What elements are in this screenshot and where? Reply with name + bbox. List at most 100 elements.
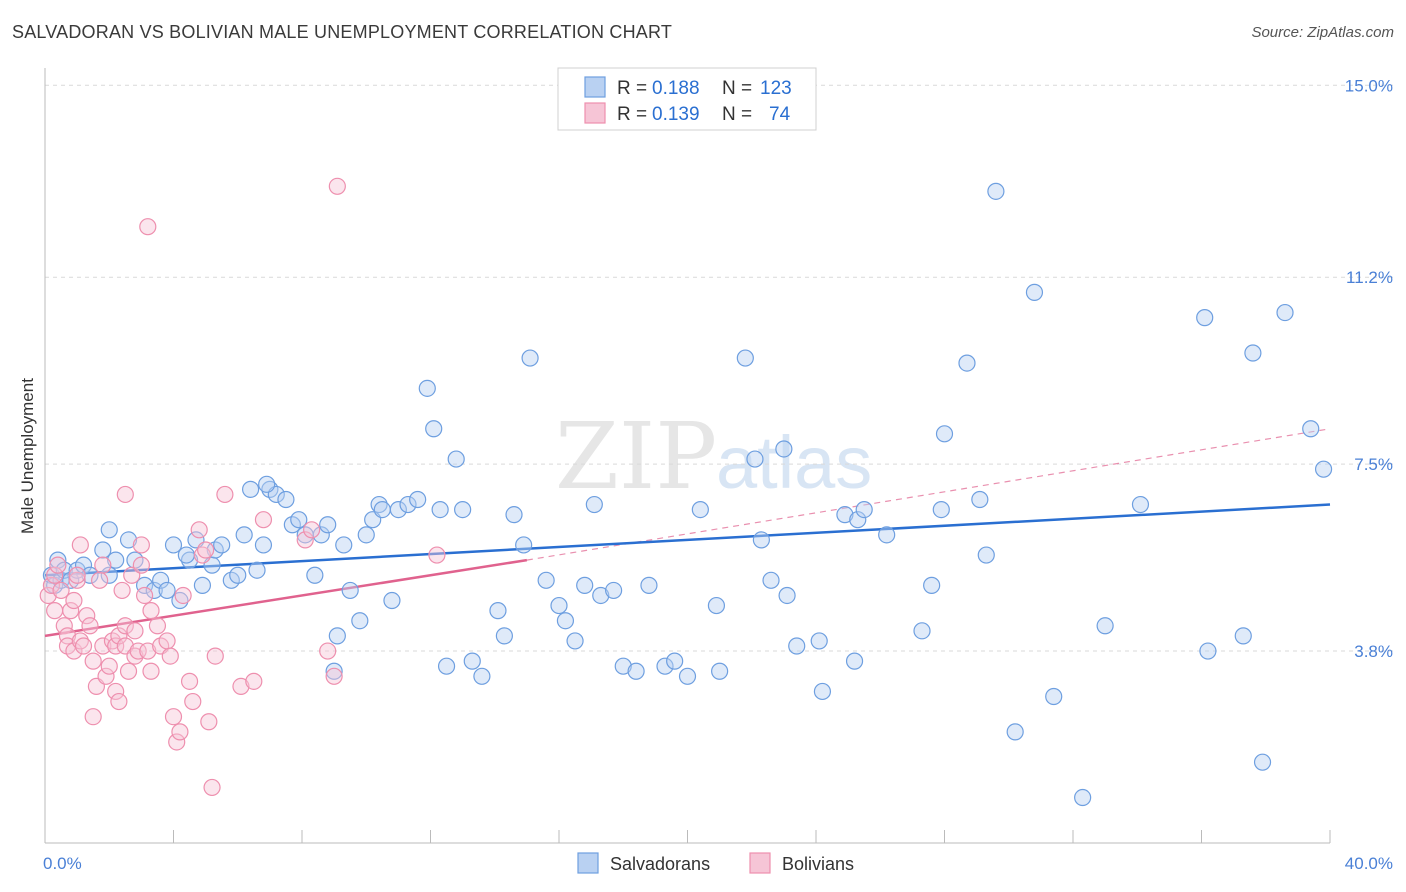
- bolivian-point: [158, 632, 176, 650]
- salvadoran-point: [235, 526, 253, 544]
- salvadoran-point: [775, 440, 793, 458]
- salvadoran-point: [1131, 495, 1150, 514]
- salvadoran-point: [81, 566, 99, 584]
- bolivian-point: [161, 647, 179, 665]
- bolivian-point: [116, 485, 134, 504]
- salvadoran-point: [935, 425, 954, 443]
- salvadoran-point: [515, 536, 533, 554]
- watermark: ZIP atlas: [555, 403, 872, 510]
- bottom-legend-salvadorans: Salvadorans: [610, 854, 710, 874]
- salvadoran-point: [425, 420, 443, 438]
- salvadoran-point: [135, 576, 154, 594]
- bolivian-point: [184, 692, 202, 711]
- salvadoran-point: [813, 682, 832, 701]
- salvadoran-point: [1025, 283, 1044, 301]
- salvadoran-point: [666, 652, 684, 670]
- bolivian-point: [68, 566, 86, 584]
- legend-r-value-bolivians: 0.139: [652, 104, 700, 125]
- salvadoran-point: [107, 551, 125, 569]
- bolivian-point: [328, 177, 346, 195]
- salvadoran-point: [290, 511, 308, 529]
- bolivian-point: [94, 637, 112, 655]
- salvadoran-point: [576, 576, 594, 594]
- salvadorans-points: [42, 182, 1333, 807]
- bolivian-point: [142, 602, 160, 620]
- bolivian-point: [113, 581, 131, 600]
- bolivian-point: [203, 778, 221, 797]
- salvadoran-point: [691, 500, 709, 519]
- bolivian-point: [107, 682, 125, 701]
- y-tick-label: 15.0%: [1345, 76, 1393, 95]
- salvadoran-point: [1096, 617, 1114, 635]
- bolivian-point: [39, 586, 57, 605]
- salvadoran-point: [463, 652, 481, 670]
- salvadoran-point: [1244, 344, 1262, 362]
- bolivian-point: [325, 667, 343, 685]
- salvadoran-point: [1302, 420, 1320, 438]
- bolivian-point: [52, 581, 70, 600]
- salvadoran-point: [473, 667, 491, 685]
- salvadoran-point: [836, 506, 854, 524]
- salvadoran-point: [383, 591, 401, 610]
- salvadoran-point: [987, 182, 1005, 200]
- salvadoran-point: [213, 536, 231, 554]
- salvadoran-point: [94, 541, 112, 559]
- legend-r-value-salvadorans: 0.188: [652, 78, 700, 99]
- salvadoran-point: [656, 657, 674, 675]
- chart-title: SALVADORAN VS BOLIVIAN MALE UNEMPLOYMENT…: [12, 22, 673, 42]
- salvadoran-point: [351, 612, 369, 630]
- bolivian-point: [71, 536, 89, 554]
- salvadoran-point: [736, 349, 754, 367]
- bolivian-point: [193, 546, 212, 564]
- bolivian-point: [78, 607, 96, 625]
- bolivian-point: [135, 586, 154, 605]
- salvadoran-point: [1045, 687, 1063, 706]
- bolivian-point: [164, 708, 183, 726]
- bolivian-point: [42, 576, 61, 594]
- salvadoran-point: [923, 576, 941, 594]
- salvadoran-point: [845, 652, 864, 670]
- salvadoran-point: [627, 662, 645, 680]
- bolivian-point: [119, 662, 138, 680]
- salvadoran-point: [370, 495, 388, 514]
- bolivians-trend-line: [44, 558, 528, 638]
- salvadoran-point: [707, 596, 726, 615]
- salvadoran-point: [752, 531, 770, 549]
- bolivian-point: [68, 571, 86, 589]
- bolivian-point: [168, 733, 186, 751]
- salvadoran-point: [855, 500, 873, 519]
- bolivian-point: [197, 541, 215, 559]
- bolivian-point: [46, 566, 64, 584]
- bolivian-point: [200, 713, 218, 731]
- salvadoran-point: [177, 546, 195, 564]
- grid-lines: [45, 84, 1395, 652]
- bolivian-point: [62, 602, 80, 620]
- salvadoran-point: [193, 576, 212, 594]
- salvadoran-point: [389, 500, 407, 519]
- bolivian-point: [46, 602, 64, 620]
- bolivian-point: [129, 642, 147, 660]
- salvadoran-point: [778, 586, 796, 605]
- salvadoran-point: [152, 571, 170, 589]
- salvadoran-point: [958, 354, 976, 372]
- salvadoran-point: [145, 581, 163, 600]
- salvadoran-point: [328, 627, 346, 645]
- salvadoran-point: [325, 662, 343, 680]
- watermark-zip: ZIP: [555, 403, 717, 510]
- bolivian-point: [107, 637, 125, 655]
- watermark-atlas: atlas: [716, 421, 872, 504]
- bolivian-point: [190, 521, 208, 539]
- salvadoran-point: [399, 495, 417, 514]
- salvadoran-point: [447, 450, 465, 468]
- salvadoran-point: [913, 622, 931, 640]
- bolivian-point: [296, 531, 314, 549]
- y-tick-label: 7.5%: [1354, 455, 1393, 474]
- bolivian-point: [171, 723, 189, 741]
- salvadorans-trend-line: [44, 503, 1331, 577]
- axes: [44, 68, 1331, 844]
- salvadoran-point: [1276, 303, 1294, 322]
- salvadoran-point: [605, 581, 623, 600]
- y-tick-labels: 3.8% 7.5% 11.2% 15.0%: [1345, 76, 1393, 661]
- salvadoran-point: [1074, 788, 1092, 807]
- bolivian-point: [74, 637, 93, 655]
